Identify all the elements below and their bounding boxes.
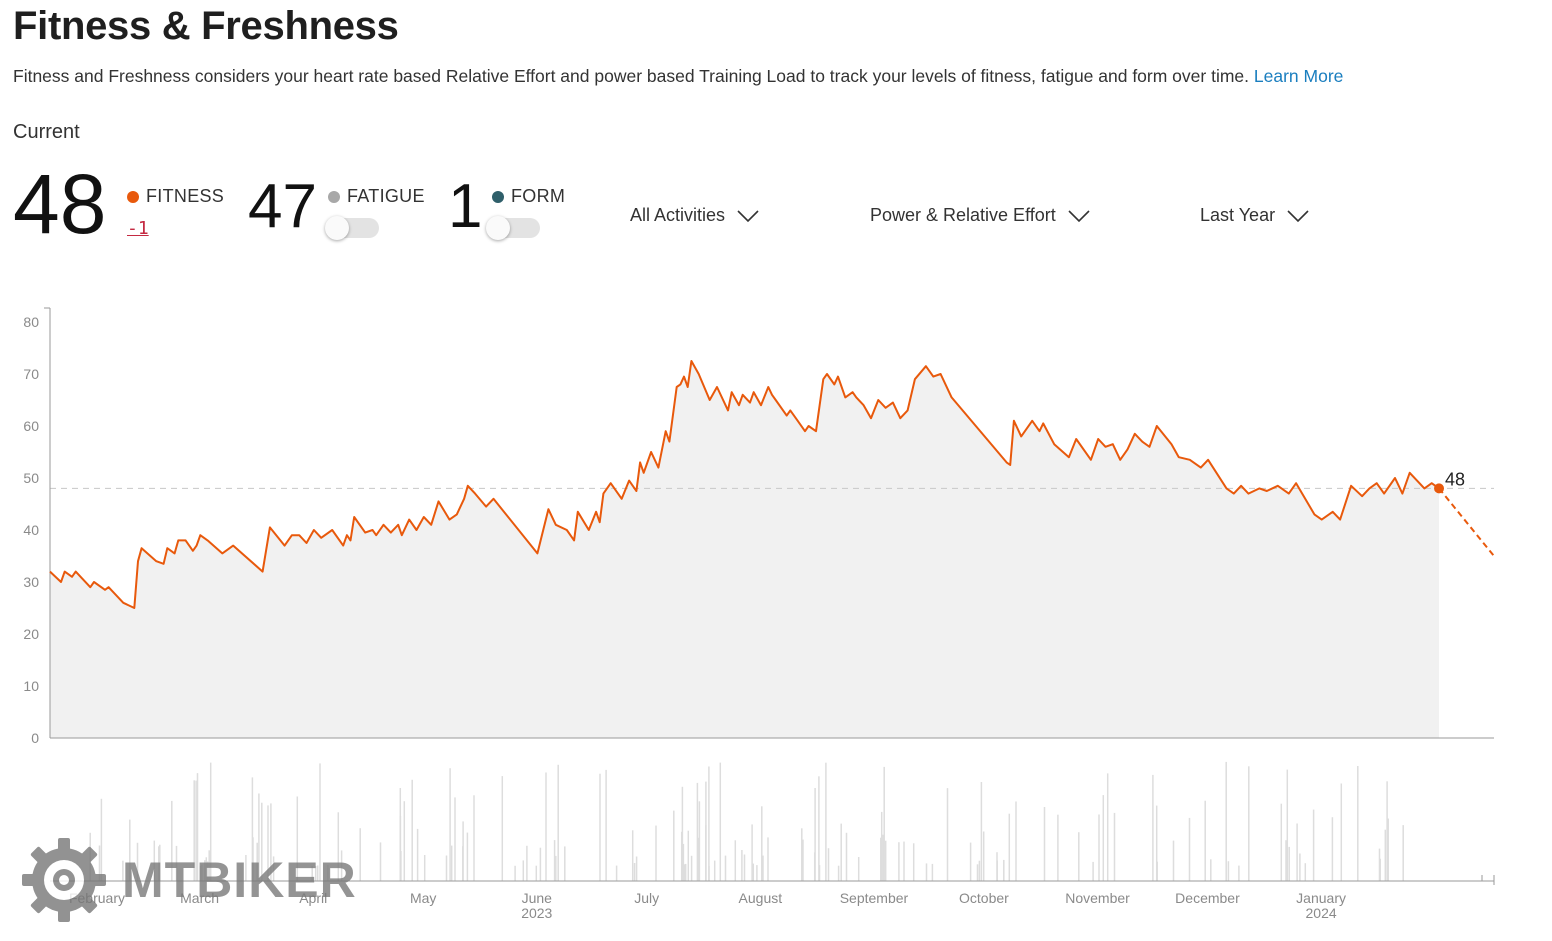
metric-dropdown[interactable]: Power & Relative Effort [870,205,1090,226]
fitness-delta[interactable]: -1 [127,218,149,239]
fatigue-dot-icon [328,190,340,203]
fitness-area [50,361,1439,738]
x-tick-label: March [180,890,219,906]
form-toggle[interactable] [486,216,540,240]
x-tick-year-label: 2024 [1306,905,1337,921]
range-dropdown-label: Last Year [1200,205,1276,225]
y-tick-label: 0 [31,730,39,746]
toggle-knob [486,216,510,240]
fatigue-value: 47 [248,172,317,241]
fitness-label: FITNESS [146,186,225,206]
range-dropdown[interactable]: Last Year [1200,205,1309,226]
x-tick-label: July [634,890,659,906]
description-text: Fitness and Freshness considers your hea… [13,66,1250,86]
fitness-legend: FITNESS [127,186,224,207]
chevron-down-icon [1068,209,1090,222]
activity-bars [89,761,1404,881]
fitness-value: 48 [13,157,107,251]
y-tick-label: 50 [23,470,39,486]
page-description: Fitness and Freshness considers your hea… [13,66,1343,87]
x-tick-label: June [522,890,553,906]
x-tick-label: May [410,890,436,906]
x-tick-label: September [840,890,909,906]
y-tick-label: 20 [23,626,39,642]
form-label: FORM [511,186,566,206]
x-tick-year-label: 2023 [521,905,552,921]
y-tick-label: 80 [23,314,39,330]
chevron-down-icon [737,209,759,222]
x-tick-label: January [1296,890,1346,906]
current-point-label: 48 [1445,469,1465,489]
form-value: 1 [448,172,483,241]
fatigue-label: FATIGUE [347,186,425,206]
fatigue-legend: FATIGUE [328,186,425,207]
page-title: Fitness & Freshness [13,4,399,48]
x-tick-label: November [1065,890,1130,906]
activities-dropdown[interactable]: All Activities [630,205,759,226]
x-tick-label: February [69,890,125,906]
chevron-down-icon [1287,209,1309,222]
x-tick-label: October [959,890,1009,906]
projection-line [1438,487,1495,557]
current-point [1434,483,1445,494]
metric-dropdown-label: Power & Relative Effort [870,205,1056,225]
y-tick-label: 60 [23,418,39,434]
fitness-chart[interactable]: 0 10 20 30 40 50 60 70 80 48 February March April May… [0,290,1552,930]
activities-dropdown-label: All Activities [630,205,726,225]
current-label: Current [13,121,80,143]
learn-more-link[interactable]: Learn More [1253,66,1344,86]
toggle-knob [325,216,349,240]
y-tick-label: 30 [23,574,39,590]
y-tick-label: 10 [23,678,39,694]
fatigue-toggle[interactable] [325,216,379,240]
form-dot-icon [492,190,504,203]
y-tick-label: 40 [23,522,39,538]
form-legend: FORM [492,186,565,207]
x-tick-label: December [1175,890,1240,906]
x-tick-label: April [299,890,327,906]
fitness-dot-icon [127,190,139,203]
fitness-line [49,360,1440,609]
x-tick-label: August [739,890,783,906]
y-tick-label: 70 [23,366,39,382]
